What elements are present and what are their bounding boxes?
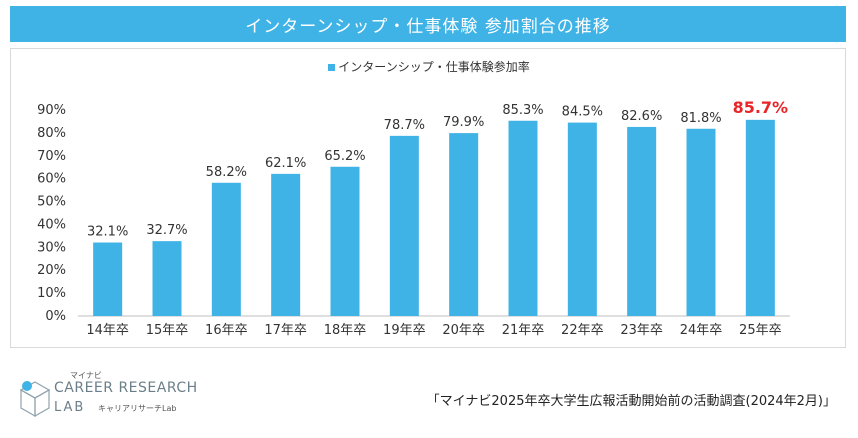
x-tick-label: 23年卒 [620,323,663,338]
bar [330,166,360,316]
y-tick-label: 40% [37,217,66,232]
x-tick-label: 15年卒 [146,323,189,338]
x-tick-label: 20年卒 [442,323,485,338]
data-label: 79.9% [443,115,484,130]
legend-swatch [328,64,336,71]
x-tick-label: 16年卒 [205,323,248,338]
data-label: 32.7% [146,223,187,238]
bar [389,135,419,316]
logo-brand-small: マイナビ [70,371,102,380]
data-label: 65.2% [324,149,365,164]
y-tick-label: 90% [37,103,66,118]
data-label: 85.7% [733,98,789,117]
y-tick-label: 50% [37,195,66,210]
data-label: 84.5% [562,105,603,120]
chart-title: インターンシップ・仕事体験 参加割合の推移 [245,16,611,37]
chart-legend: インターンシップ・仕事体験参加率 [0,58,858,75]
data-label: 85.3% [502,103,543,118]
bar [271,173,301,316]
bar [508,120,538,316]
x-tick-label: 18年卒 [324,323,367,338]
x-tick-label: 17年卒 [264,323,307,338]
logo-lab: LAB [54,400,86,415]
y-tick-label: 70% [37,149,66,164]
x-tick-label: 19年卒 [383,323,426,338]
x-tick-label: 21年卒 [502,323,545,338]
logo-subtitle: キャリアリサーチLab [98,404,177,413]
x-tick-label: 22年卒 [561,323,604,338]
y-tick-label: 0% [45,309,66,324]
legend-label: インターンシップ・仕事体験参加率 [338,60,530,74]
source-citation: 「マイナビ2025年卒大学生広報活動開始前の活動調査(2024年2月)」 [426,394,836,409]
bar [152,241,182,316]
bar [686,128,716,316]
x-tick-label: 14年卒 [86,323,129,338]
y-tick-label: 30% [37,240,66,255]
data-label: 32.1% [87,225,128,240]
bar [93,242,123,316]
bar [745,119,775,316]
data-label: 82.6% [621,109,662,124]
y-tick-label: 60% [37,172,66,187]
data-label: 62.1% [265,156,306,171]
bar [567,122,597,316]
chart-title-banner: インターンシップ・仕事体験 参加割合の推移 [10,6,846,42]
x-tick-label: 25年卒 [739,323,782,338]
data-label: 58.2% [206,165,247,180]
cube-logo-icon [19,381,51,418]
y-tick-label: 10% [37,286,66,301]
data-label: 78.7% [384,118,425,133]
bar [211,182,241,316]
y-tick-label: 20% [37,263,66,278]
bar [627,126,657,316]
y-tick-label: 80% [37,126,66,141]
logo-name: CAREER RESEARCH [54,380,198,396]
data-label: 81.8% [680,111,721,126]
chart-frame [10,48,846,348]
career-research-lab-logo: マイナビ CAREER RESEARCH LAB キャリアリサーチLab [18,370,248,430]
bar [449,133,479,316]
x-tick-label: 24年卒 [680,323,723,338]
